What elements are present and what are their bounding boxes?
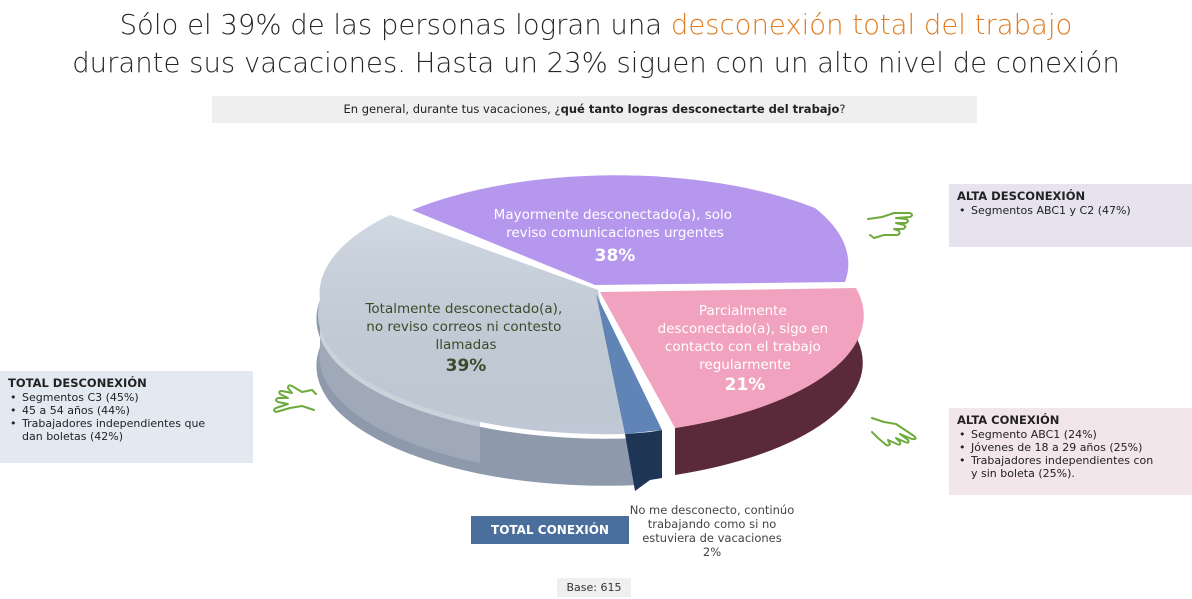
question-suffix: ? — [839, 102, 846, 116]
slice-total-desconexion-side-shade — [319, 300, 480, 463]
label-total-line-2: no reviso correos ni contesto — [366, 319, 561, 335]
total-desconexion-title: TOTAL DESCONEXIÓN — [8, 376, 147, 390]
total-desconexion-box: TOTAL DESCONEXIÓN Segmentos C3 (45%) 45 … — [0, 371, 253, 463]
list-item: Segmento ABC1 (24%) — [959, 428, 1184, 441]
slice-no-desconecto-side — [625, 430, 662, 491]
slice-parcial-side — [675, 294, 863, 475]
label-parcial-line-2: desconectado(a), sigo en — [658, 321, 828, 337]
label-mayormente-line-2: reviso comunicaciones urgentes — [506, 225, 724, 241]
pointing-hand-icon — [871, 417, 917, 447]
headline-accent: desconexión total del trabajo — [670, 9, 1073, 41]
pointing-hand-icon — [867, 212, 913, 239]
label-total-line-3: llamadas — [435, 337, 496, 353]
headline-line-1: Sólo el 39% de las personas logran una d… — [0, 6, 1192, 44]
question-prefix: En general, durante tus vacaciones, ¿ — [343, 102, 561, 116]
headline: Sólo el 39% de las personas logran una d… — [0, 6, 1192, 82]
pointing-hand-icon — [273, 384, 317, 413]
pie-highlight — [317, 215, 625, 435]
label-total-line-1: Totalmente desconectado(a), — [364, 301, 562, 317]
list-item: Segmentos C3 (45%) — [10, 391, 245, 404]
label-parcial-line-4: regularmente — [699, 357, 791, 373]
value-no-desconecto: 2% — [702, 545, 722, 559]
alta-conexion-list: Segmento ABC1 (24%) Jóvenes de 18 a 29 a… — [957, 428, 1184, 480]
list-item: Segmentos ABC1 y C2 (47%) — [959, 204, 1184, 217]
label-mayormente: Mayormente desconectado(a), solo reviso … — [494, 207, 737, 241]
pie-chart: Mayormente desconectado(a), solo reviso … — [316, 175, 864, 491]
list-item-continuation: dan boletas (42%) — [22, 430, 124, 443]
total-desconexion-list: Segmentos C3 (45%) 45 a 54 años (44%) Tr… — [8, 391, 245, 443]
alta-desconexion-list: Segmentos ABC1 y C2 (47%) — [957, 204, 1184, 217]
label-mayormente-line-1: Mayormente desconectado(a), solo — [494, 207, 732, 223]
list-item: Trabajadores independientes que — [10, 417, 245, 430]
label-parcial-line-3: contacto con el trabajo — [665, 339, 821, 355]
label-no-desconecto-line-3: estuviera de vacaciones — [642, 531, 782, 545]
question-bold: qué tanto logras desconectarte del traba… — [560, 102, 840, 116]
label-no-desconecto-line-1: No me desconecto, continúo — [629, 503, 795, 517]
list-item-continuation: y sin boleta (25%). — [971, 467, 1075, 480]
alta-conexion-title: ALTA CONEXIÓN — [957, 413, 1060, 427]
value-total-desconexion: 39% — [446, 356, 487, 376]
value-mayormente: 38% — [595, 246, 636, 266]
slice-parcial — [600, 288, 864, 428]
alta-conexion-box: ALTA CONEXIÓN Segmento ABC1 (24%) Jóvene… — [949, 408, 1192, 495]
slice-mayormente — [412, 175, 849, 285]
list-item: 45 a 54 años (44%) — [10, 404, 245, 417]
label-total-desconexion: Totalmente desconectado(a), no reviso co… — [364, 301, 566, 353]
label-parcial-line-1: Parcialmente — [699, 303, 787, 319]
label-no-desconecto: No me desconecto, continúo trabajando co… — [612, 503, 812, 559]
slice-total-desconexion-side — [316, 300, 640, 486]
label-parcial: Parcialmente desconectado(a), sigo en co… — [658, 303, 833, 373]
base-note: Base: 615 — [557, 578, 631, 597]
label-no-desconecto-line-2: trabajando como si no — [647, 517, 777, 531]
total-conexion-badge: TOTAL CONEXIÓN — [471, 516, 629, 544]
headline-prefix: Sólo el 39% de las personas logran una — [119, 9, 671, 41]
alta-desconexion-title: ALTA DESCONEXIÓN — [957, 189, 1086, 203]
headline-line-2: durante sus vacaciones. Hasta un 23% sig… — [72, 47, 1120, 79]
question-banner: En general, durante tus vacaciones, ¿qué… — [212, 96, 977, 123]
slice-no-desconecto — [596, 294, 662, 434]
list-item: Trabajadores independientes con — [959, 454, 1184, 467]
list-item: Jóvenes de 18 a 29 años (25%) — [959, 441, 1184, 454]
value-parcial: 21% — [725, 375, 766, 395]
alta-desconexion-box: ALTA DESCONEXIÓN Segmentos ABC1 y C2 (47… — [949, 184, 1192, 247]
